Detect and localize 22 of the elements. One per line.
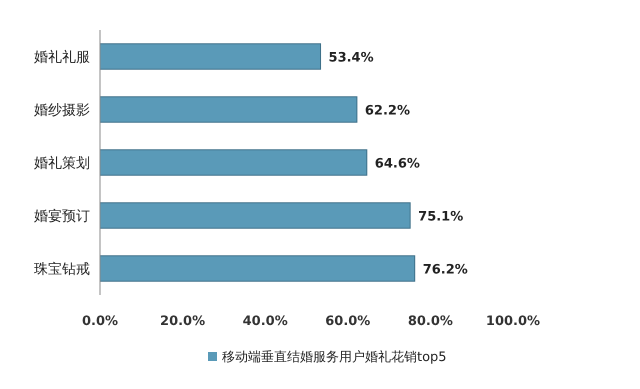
y-tick-label: 珠宝钻戒 (34, 262, 90, 278)
bar (100, 96, 358, 123)
y-tick-label: 婚纱摄影 (34, 102, 90, 118)
legend-label: 移动端垂直结婚服务用户婚礼花销top5 (222, 350, 447, 365)
y-tick-label: 婚宴预订 (34, 208, 90, 224)
x-tick-label: 20.0% (160, 314, 206, 329)
bar (100, 202, 411, 229)
bar (100, 255, 416, 282)
data-label: 62.2% (364, 104, 410, 118)
bar (100, 43, 322, 70)
x-tick-label: 0.0% (82, 314, 118, 329)
data-label: 53.4% (328, 50, 374, 66)
x-tick-label: 100.0% (486, 314, 540, 329)
y-tick-label: 婚礼礼服 (34, 50, 90, 66)
bar (100, 149, 368, 176)
x-tick-label: 80.0% (408, 314, 453, 329)
x-tick-label: 60.0% (325, 314, 370, 329)
data-label: 76.2% (422, 262, 468, 278)
data-label: 75.1% (418, 210, 464, 224)
data-label: 64.6% (374, 156, 420, 172)
x-tick-label: 40.0% (242, 314, 288, 329)
y-tick-label: 婚礼策划 (34, 156, 90, 172)
